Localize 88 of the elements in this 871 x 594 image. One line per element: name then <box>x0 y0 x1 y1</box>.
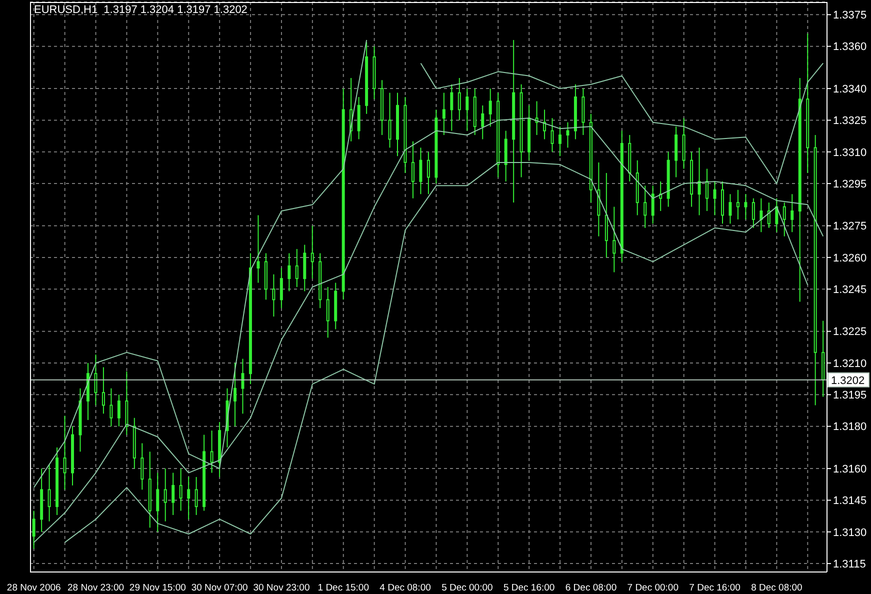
y-tick-label: 1.3325 <box>833 115 867 128</box>
y-tick-label: 1.3130 <box>833 526 867 539</box>
ref-line-label: 1.3202 <box>831 374 865 387</box>
y-tick-label: 1.3310 <box>833 146 867 159</box>
candlestick <box>767 202 770 228</box>
line-series <box>420 62 824 184</box>
candlestick <box>698 147 701 216</box>
candlestick <box>179 468 182 512</box>
candlestick <box>140 442 144 490</box>
x-tick-label: 29 Nov 15:00 <box>129 582 186 594</box>
candlestick <box>558 126 562 157</box>
candlestick <box>550 118 554 152</box>
candlestick <box>48 464 51 522</box>
candlestick <box>566 122 570 148</box>
x-tick-label: 8 Dec 08:00 <box>751 582 802 594</box>
candlestick <box>256 214 260 284</box>
candlestick <box>117 394 120 427</box>
candlestick <box>790 194 794 233</box>
candlestick <box>535 100 538 136</box>
candlestick <box>728 194 732 224</box>
candlestick <box>466 88 469 132</box>
y-tick-label: 1.3115 <box>833 558 866 570</box>
y-tick-label: 1.3260 <box>833 252 867 264</box>
y-tick-label: 1.3210 <box>833 358 867 370</box>
x-tick-label: 28 Nov 2006 <box>6 582 61 594</box>
x-tick-label: 4 Dec 08:00 <box>380 582 431 594</box>
candlestick <box>63 415 66 490</box>
candlestick <box>736 189 740 220</box>
y-tick-label: 1.3295 <box>833 178 867 190</box>
x-tick-label: 7 Dec 16:00 <box>689 582 740 594</box>
candlestick <box>612 206 616 273</box>
candlestick <box>543 109 546 140</box>
y-tick-label: 1.3360 <box>833 41 867 54</box>
candlestick <box>326 286 330 338</box>
y-tick-label: 1.3275 <box>833 220 867 233</box>
candlestick <box>187 476 190 520</box>
y-tick-label: 1.3195 <box>833 390 867 402</box>
candlestick <box>782 202 786 237</box>
candlestick <box>110 388 113 427</box>
candlestick <box>210 430 214 474</box>
candlestick <box>194 476 198 516</box>
candlestick <box>388 92 392 148</box>
y-tick-label: 1.3160 <box>833 463 867 476</box>
candlestick <box>481 104 484 140</box>
x-tick-label: 5 Dec 00:00 <box>442 582 493 594</box>
candlestick <box>659 180 662 212</box>
line-series <box>64 162 808 543</box>
y-tick-label: 1.3180 <box>833 421 867 434</box>
candlestick <box>288 252 291 292</box>
candlestick <box>488 88 492 128</box>
candlestick <box>651 185 654 224</box>
candlestick <box>644 185 647 228</box>
candlestick <box>713 180 716 216</box>
candlestick <box>450 84 454 132</box>
x-tick-label: 7 Dec 00:00 <box>627 582 679 594</box>
candlestick <box>706 168 709 212</box>
x-tick-label: 30 Nov 23:00 <box>253 582 310 594</box>
x-tick-label: 28 Nov 23:00 <box>68 582 124 594</box>
y-tick-label: 1.3245 <box>833 284 867 296</box>
candlestick <box>102 366 105 414</box>
candlestick <box>164 468 167 522</box>
candlestick <box>32 510 36 550</box>
candlestick <box>760 198 763 233</box>
candlestick <box>172 472 175 516</box>
candlestick <box>241 358 244 414</box>
candlestick <box>295 248 298 288</box>
candlestick <box>156 472 160 532</box>
candlestick <box>94 354 98 406</box>
y-tick-label: 1.3145 <box>833 495 867 508</box>
chart-title: EURUSD,H1 1.3197 1.3204 1.3197 1.3202 <box>34 4 248 16</box>
candlestick <box>752 198 755 228</box>
candlestick <box>411 140 414 199</box>
y-tick-label: 1.3225 <box>833 326 867 338</box>
x-tick-label: 30 Nov 07:00 <box>191 582 248 594</box>
candlestick <box>310 225 314 280</box>
candlestick <box>280 268 283 309</box>
candlestick <box>272 274 276 318</box>
x-tick-label: 6 Dec 08:00 <box>565 582 617 594</box>
x-tick-label: 5 Dec 16:00 <box>503 582 555 594</box>
candlestick <box>744 194 748 220</box>
y-tick-label: 1.3340 <box>833 83 867 96</box>
x-tick-label: 1 Dec 15:00 <box>318 582 369 594</box>
candlestick <box>426 151 430 195</box>
candlestick <box>458 78 461 121</box>
y-tick-label: 1.3375 <box>833 10 867 22</box>
candlestick <box>442 92 446 136</box>
candlestick <box>234 362 237 427</box>
candlestick <box>419 147 422 195</box>
